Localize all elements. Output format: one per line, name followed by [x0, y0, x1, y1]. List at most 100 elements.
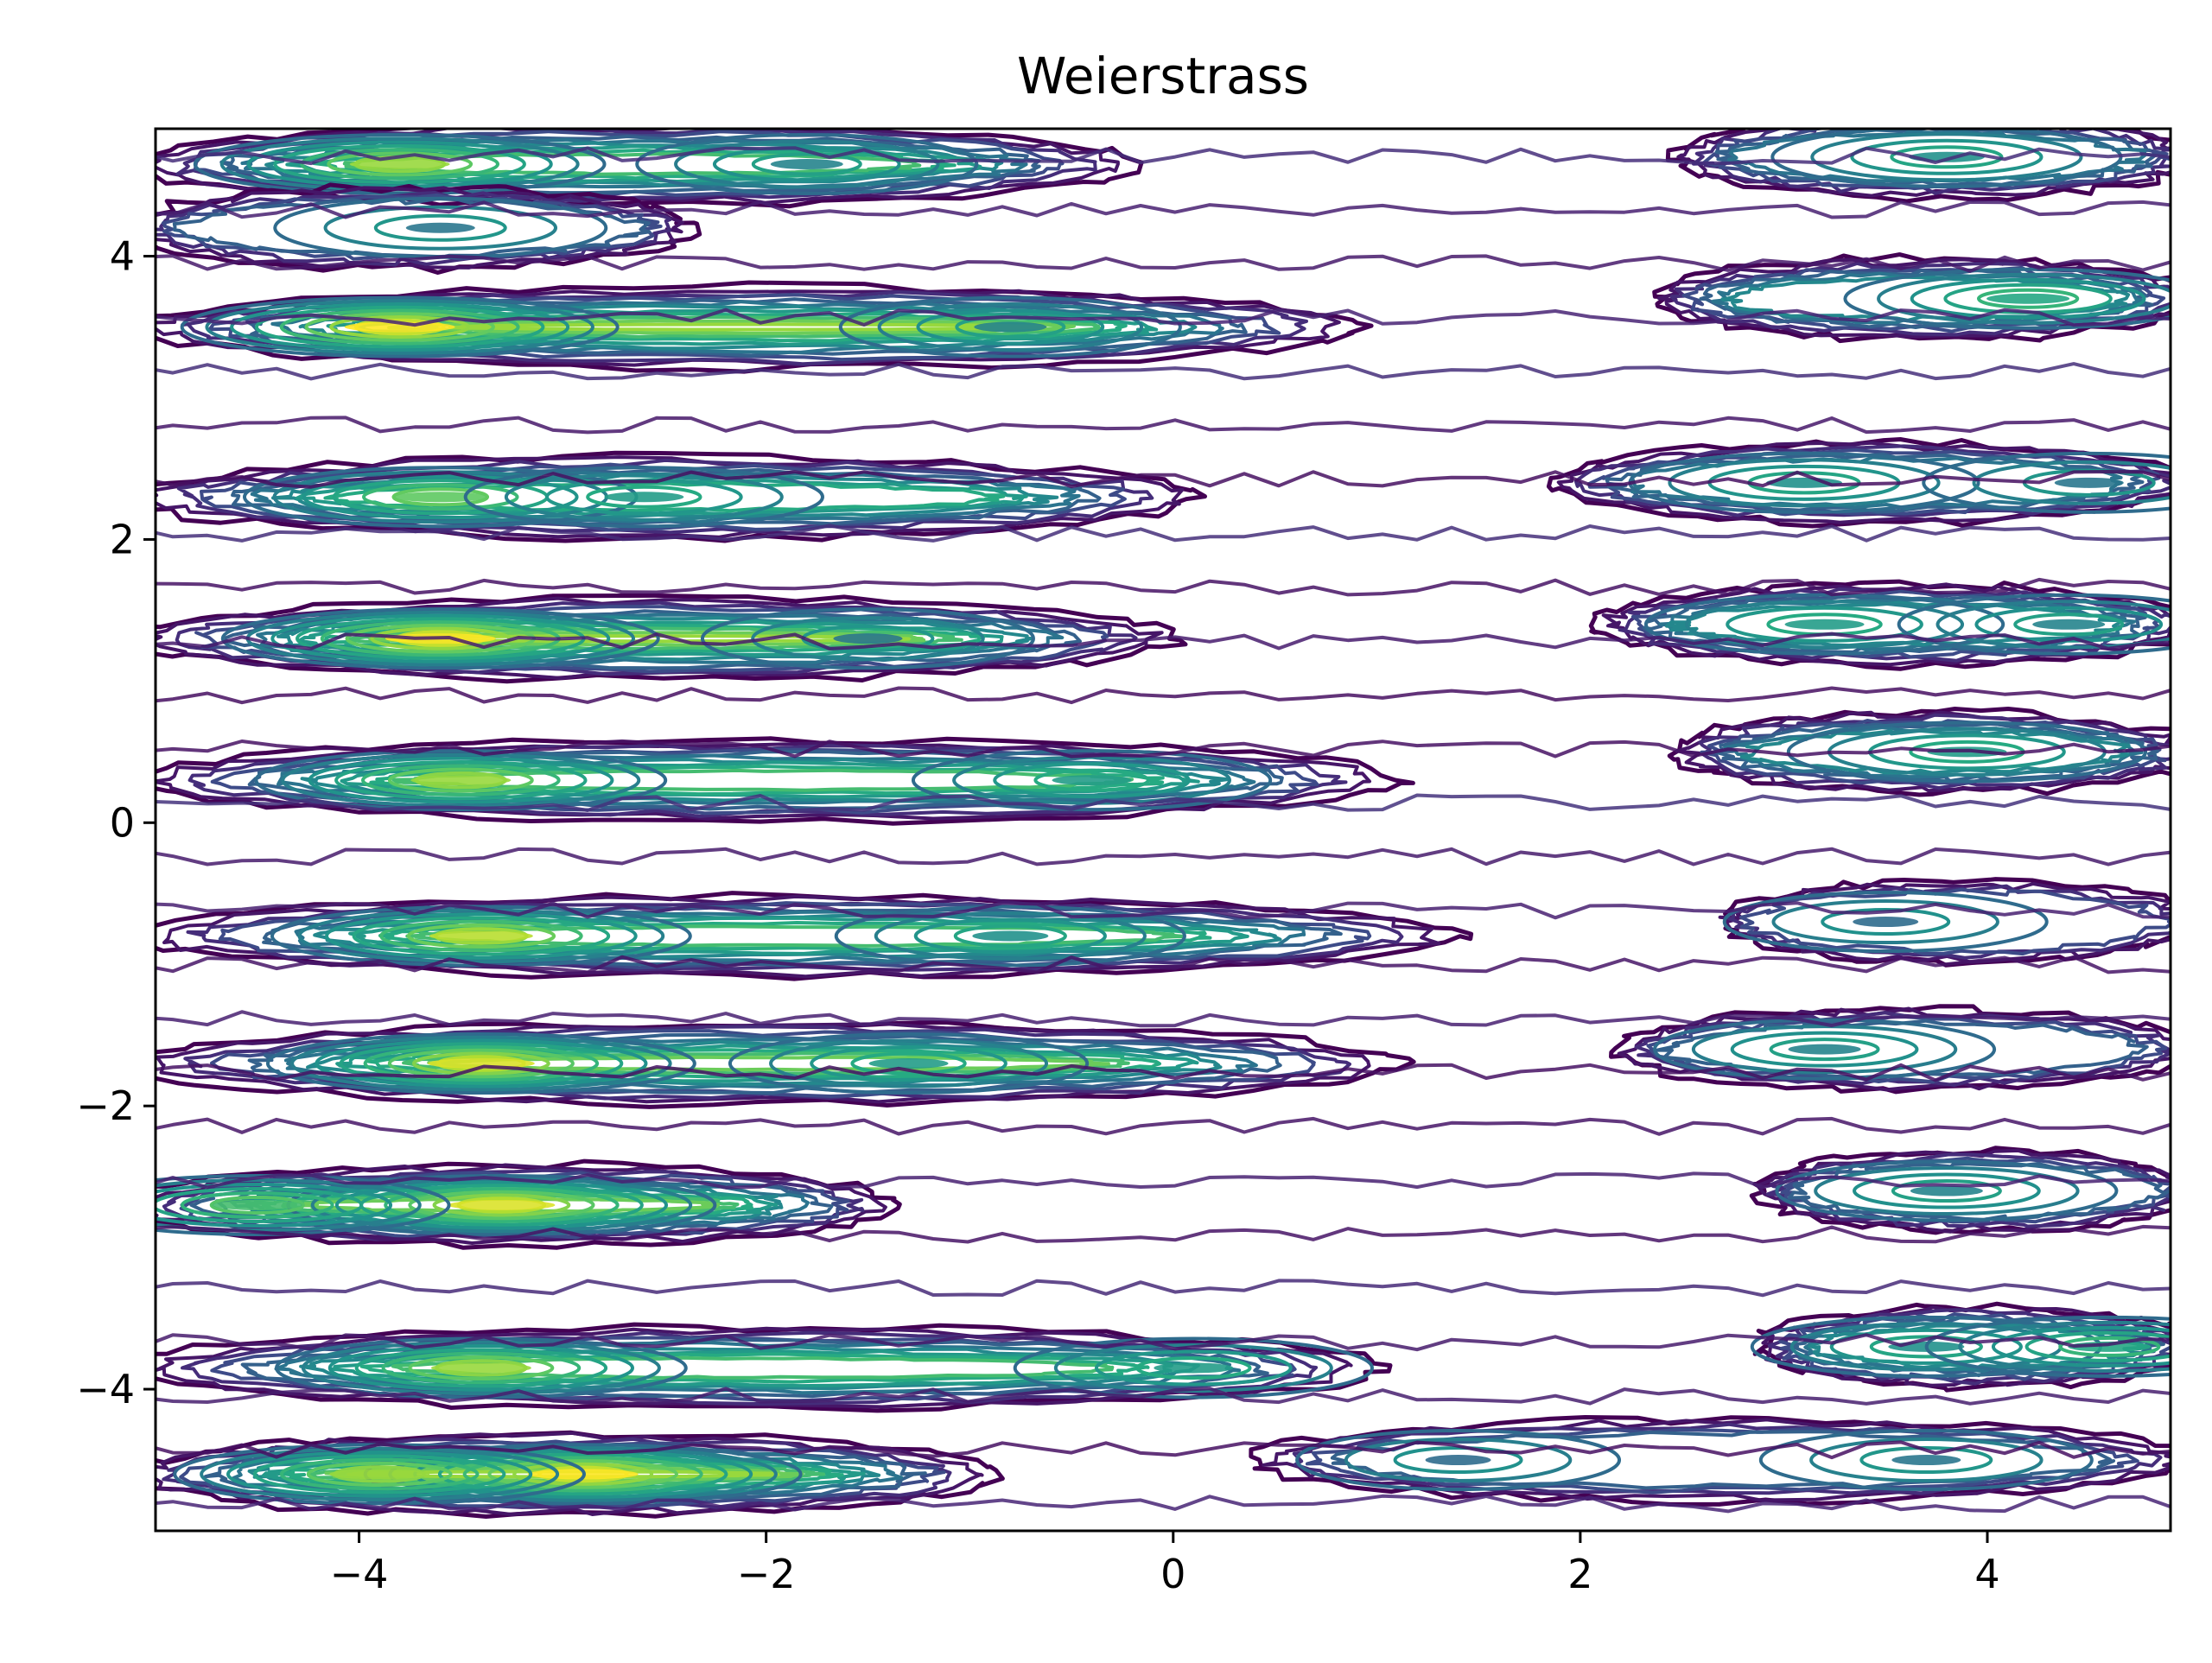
contour-peak-line	[1771, 899, 1999, 945]
contour-line	[369, 765, 1165, 797]
contour-filler-line	[156, 686, 2171, 705]
contour-peak-core	[212, 1199, 302, 1210]
contour-peak-line	[205, 299, 594, 355]
contour-filler-line	[156, 146, 2171, 166]
contour-bands	[156, 129, 2171, 1519]
contour-line	[156, 1022, 1371, 1104]
contour-peak-line	[674, 139, 940, 189]
contour-peak-line	[391, 487, 490, 507]
contour-peak-line	[463, 466, 824, 529]
contour-line	[359, 1352, 1150, 1384]
contour-line	[1726, 884, 2171, 960]
contour-peak-line	[432, 1193, 571, 1217]
contour-peak-line	[156, 1173, 451, 1236]
contour-peak-line	[1033, 768, 1150, 792]
contour-peak-line	[323, 205, 558, 251]
contour-peak-line	[279, 308, 520, 346]
contour-line	[1630, 589, 2162, 659]
contour-line	[240, 1337, 1269, 1399]
contour-peak-line	[834, 904, 1186, 968]
contour-line	[231, 467, 1102, 526]
contour-line	[181, 1330, 1319, 1406]
contour-peak-line	[361, 483, 519, 511]
contour-line	[1752, 1301, 2171, 1393]
contour-line	[448, 322, 1047, 332]
contour-filler-line	[156, 1224, 2171, 1244]
axes-frame	[154, 127, 2172, 1533]
contour-peak-core	[448, 1199, 556, 1210]
contour-peak-line	[327, 1344, 634, 1392]
contour-line	[1739, 887, 2171, 956]
contour-peak-line	[1814, 1166, 2080, 1216]
contour-peak-core	[1425, 1455, 1491, 1466]
contour-band	[1588, 579, 2171, 671]
contour-filler-line	[156, 632, 2171, 651]
contour-peak-line	[769, 1038, 1049, 1089]
contour-line	[156, 1158, 902, 1250]
contour-peak-line	[877, 302, 1144, 352]
contour-filler-line	[156, 416, 2171, 435]
contour-peak-line	[1850, 138, 2044, 175]
contour-line	[179, 1439, 946, 1508]
contour-peak-line	[156, 1186, 364, 1223]
contour-peak-line	[226, 1450, 533, 1498]
contour-peak-core	[329, 1469, 430, 1480]
contour-peak-line	[712, 145, 901, 182]
contour-peak-core	[1986, 293, 2070, 304]
contour-peak-line	[700, 607, 1035, 670]
contour-peak-core	[393, 492, 487, 503]
contour-peak-core	[1910, 1185, 1983, 1196]
contour-line	[294, 910, 1306, 963]
contour-line	[378, 921, 1212, 952]
contour-peak-line	[1972, 460, 2171, 505]
contour-peak-line	[1922, 451, 2171, 514]
contour-peak-core	[868, 1058, 949, 1069]
contour-peak-line	[209, 1195, 305, 1215]
contour-filler-line	[156, 1387, 2171, 1406]
contour-peak-line	[408, 1190, 595, 1221]
contour-peak-line	[325, 912, 638, 960]
contour-peak-line	[1135, 1355, 1252, 1380]
contour-peak-line	[751, 616, 985, 662]
contour-line	[323, 623, 986, 654]
contour-line	[156, 450, 1207, 543]
y-tick-label: −2	[76, 1082, 135, 1129]
contour-peak-line	[2024, 1330, 2171, 1362]
contour-peak-line	[300, 148, 500, 181]
contour-peak-line	[290, 1035, 672, 1092]
contour-peak-line	[411, 1051, 550, 1076]
contour-peak-line	[265, 1032, 696, 1095]
contour-peak-core	[1154, 1362, 1234, 1374]
contour-line	[1727, 130, 2147, 183]
contour-peak-line	[635, 132, 979, 195]
contour-line	[368, 630, 926, 647]
contour-peak-line	[1344, 1438, 1573, 1483]
contour-peak-line	[1991, 1325, 2171, 1368]
contour-line	[298, 303, 1198, 351]
contour-filler-line	[156, 901, 2171, 920]
contour-peak-line	[953, 924, 1067, 948]
contour-peak-line	[1652, 1018, 1997, 1081]
contour-filler-line	[156, 254, 2171, 273]
contour-peak-line	[1691, 1025, 1958, 1075]
contour-peak-core	[2032, 619, 2106, 630]
contour-peak-line	[354, 1348, 608, 1388]
contour-peak-line	[810, 1045, 1007, 1082]
contour-peak-line	[916, 308, 1105, 346]
contour-filler-line	[156, 524, 2171, 543]
contour-line	[391, 1355, 1115, 1380]
contour-peak-line	[406, 923, 556, 949]
contour-peak-line	[1786, 720, 2148, 784]
contour-peak-line	[1821, 908, 1951, 936]
contour-peak-line	[387, 1048, 575, 1079]
contour-filler-line	[156, 1333, 2171, 1352]
contour-peak-line	[156, 1182, 393, 1228]
contour-peak-line	[838, 295, 1182, 359]
contour-filler-line	[156, 577, 2171, 597]
contour-peak-line	[252, 1454, 506, 1495]
contour-peak-line	[1891, 1179, 2002, 1203]
contour-peak-core	[1788, 1044, 1861, 1055]
contour-peak-line	[911, 749, 1273, 812]
contour-line	[156, 1430, 1005, 1519]
y-tick-label: −4	[76, 1366, 135, 1412]
